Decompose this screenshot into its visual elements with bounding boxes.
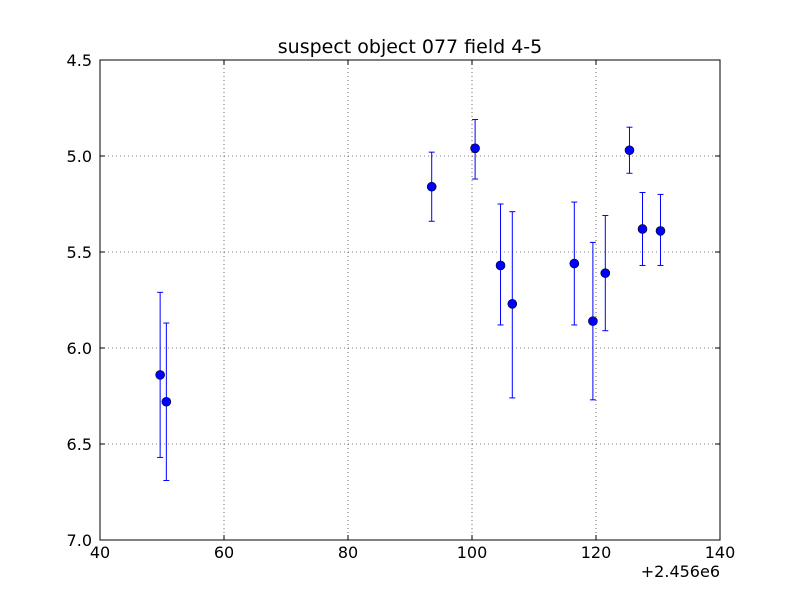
y-tick-label: 4.5 [67, 51, 92, 70]
x-tick-label: 60 [214, 543, 234, 562]
plot-frame [99, 59, 721, 541]
data-point [470, 143, 480, 154]
x-tick-label: 120 [581, 543, 612, 562]
grid [100, 60, 720, 540]
x-offset-label: +2.456e6 [641, 562, 720, 581]
y-tick-label: 6.0 [67, 339, 92, 358]
data-point [624, 145, 635, 156]
x-tick-label: 80 [338, 543, 358, 562]
markers [155, 143, 666, 407]
data-point [495, 260, 506, 271]
x-tick-label: 140 [705, 543, 736, 562]
data-point [600, 268, 611, 278]
data-point [588, 316, 598, 326]
y-tick-label: 6.5 [67, 435, 92, 454]
data-point [161, 396, 172, 407]
data-point [155, 370, 165, 380]
x-tick-label: 100 [457, 543, 488, 562]
data-point [637, 224, 648, 234]
y-tick-label: 5.5 [67, 243, 92, 262]
y-tick-label: 5.0 [67, 147, 92, 166]
data-point [507, 299, 518, 309]
data-point [569, 258, 580, 269]
x-tick-label: 40 [90, 543, 110, 562]
data-point [426, 181, 437, 192]
data-point [655, 226, 666, 236]
ticks [99, 59, 721, 541]
chart-title: suspect object 077 field 4-5 [278, 36, 543, 58]
tick-labels: 40 60 80 100 120 140 4.5 5.0 5.5 6.0 6.5 7.0 [67, 51, 736, 562]
y-tick-label: 7.0 [67, 531, 92, 550]
